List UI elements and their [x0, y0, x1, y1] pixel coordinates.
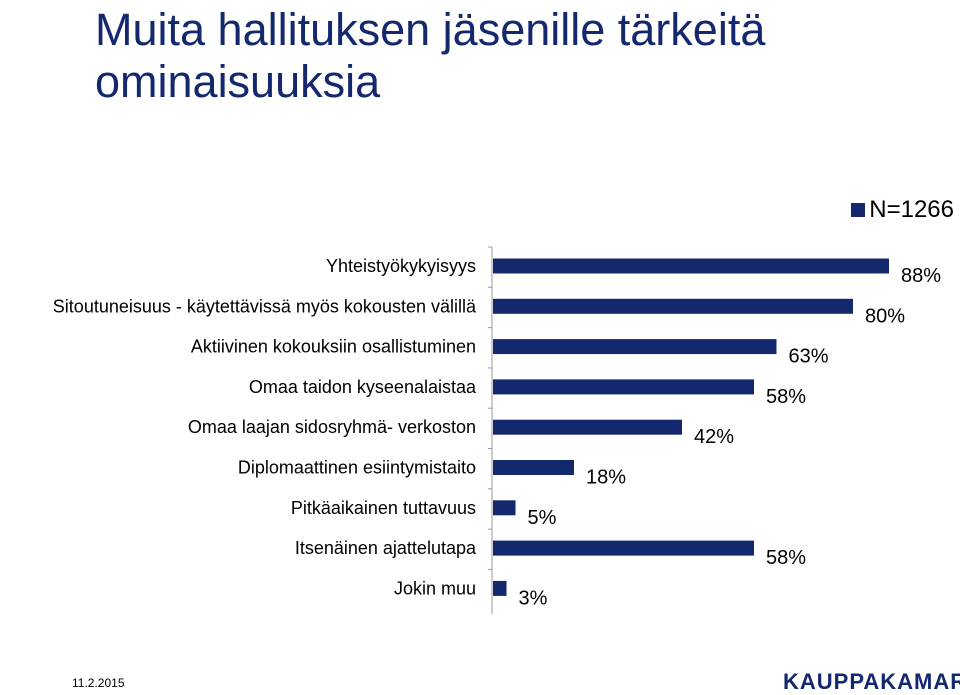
legend: N=1266 [851, 196, 954, 224]
bar [493, 500, 516, 516]
category-label: Omaa laajan sidosryhmä- verkoston [188, 417, 476, 437]
category-label: Jokin muu [394, 578, 476, 598]
bar [493, 298, 853, 314]
bar [493, 540, 754, 556]
footer-date: 11.2.2015 [72, 676, 125, 690]
data-label: 58% [766, 547, 806, 569]
data-label: 88% [901, 265, 941, 287]
kauppakamari-logo: KAUPPAKAMARI [783, 669, 960, 694]
legend-label: N=1266 [869, 196, 954, 223]
data-label: 18% [586, 467, 626, 489]
category-label: Aktiivinen kokouksiin osallistuminen [191, 337, 476, 357]
category-label: Omaa taidon kyseenalaistaa [249, 377, 477, 397]
data-label: 3% [519, 587, 548, 609]
bar [493, 419, 682, 435]
category-label: Pitkäaikainen tuttavuus [291, 498, 476, 518]
bar [493, 258, 889, 274]
bar [493, 460, 574, 475]
bar [493, 379, 754, 395]
category-label: Diplomaattinen esiintymistaito [238, 458, 476, 478]
data-label: 5% [528, 507, 557, 529]
category-label: Yhteistyökykyisyys [326, 256, 476, 276]
data-label: 42% [694, 426, 734, 448]
data-label: 63% [789, 346, 829, 368]
data-label: 80% [865, 305, 905, 327]
category-label: Itsenäinen ajattelutapa [295, 538, 477, 558]
legend-swatch [851, 203, 866, 217]
category-label: Sitoutuneisuus - käytettävissä myös koko… [53, 296, 477, 316]
bar [493, 580, 507, 596]
chart-title: Muita hallituksen jäsenille tärkeitä omi… [95, 4, 766, 107]
data-label: 58% [766, 386, 806, 408]
bar [493, 339, 777, 355]
